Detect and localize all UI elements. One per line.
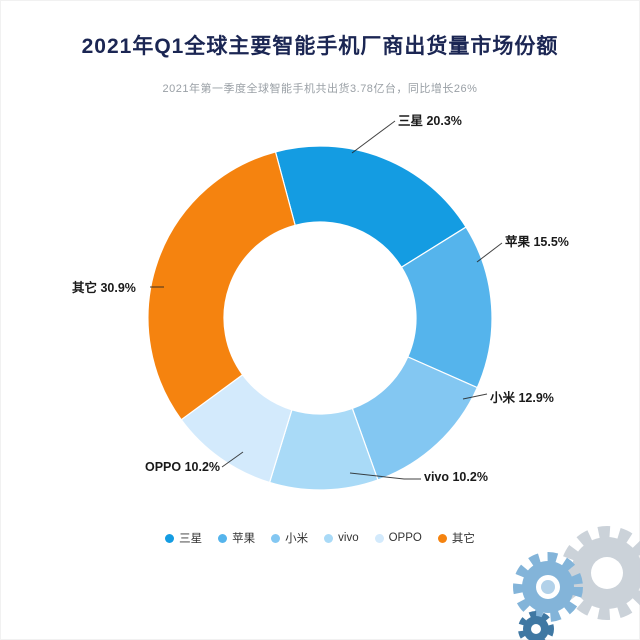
legend-label-apple: 苹果	[232, 533, 256, 545]
gear-medium-icon	[513, 552, 583, 622]
slice-label-apple: 苹果 15.5%	[505, 235, 569, 249]
legend-dot-vivo	[324, 533, 334, 543]
legend-item-samsung: 三星	[165, 530, 202, 546]
legend-label-others: 其它	[451, 533, 475, 545]
gear-large-icon	[560, 526, 640, 620]
slice-label-vivo: vivo 10.2%	[424, 470, 488, 484]
slice-label-xiaomi: 小米 12.9%	[490, 391, 554, 405]
slice-label-samsung: 三星 20.3%	[398, 114, 462, 128]
leader-line-oppo	[221, 451, 244, 468]
chart-title: 2021年Q1全球主要智能手机厂商出货量市场份额	[81, 35, 559, 58]
leader-lines-group	[150, 120, 503, 480]
legend-label-vivo: vivo	[338, 532, 359, 544]
legend-label-xiaomi: 小米	[285, 533, 309, 545]
leader-line-vivo	[349, 472, 421, 480]
leader-line-apple	[476, 242, 503, 263]
legend-dot-others	[437, 533, 447, 543]
chart-legend: 三星 苹果 小米 vivo OPPO 其它	[0, 530, 640, 546]
gears-watermark-icon	[513, 526, 640, 640]
slice-label-others: 其它 30.9%	[72, 281, 136, 295]
legend-dot-apple	[218, 533, 228, 543]
leader-line-xiaomi	[462, 393, 488, 400]
donut-slice-samsung	[274, 145, 467, 269]
donut-slices-group	[147, 145, 493, 491]
legend-item-xiaomi: 小米	[271, 530, 308, 546]
legend-label-samsung: 三星	[179, 533, 203, 545]
donut-slice-others	[147, 151, 296, 421]
legend-label-oppo: OPPO	[388, 532, 422, 544]
legend-dot-oppo	[374, 533, 384, 543]
legend-dot-samsung	[165, 533, 175, 543]
slice-label-oppo: OPPO 10.2%	[145, 460, 221, 474]
legend-item-oppo: OPPO	[374, 532, 422, 544]
leader-line-samsung	[351, 120, 396, 154]
chart-subtitle: 2021年第一季度全球智能手机共出货3.78亿台，同比增长26%	[162, 83, 478, 95]
legend-item-apple: 苹果	[218, 530, 255, 546]
legend-item-vivo: vivo	[324, 532, 359, 544]
gear-small-icon	[518, 611, 554, 640]
legend-dot-xiaomi	[271, 533, 281, 543]
legend-item-others: 其它	[437, 530, 475, 546]
